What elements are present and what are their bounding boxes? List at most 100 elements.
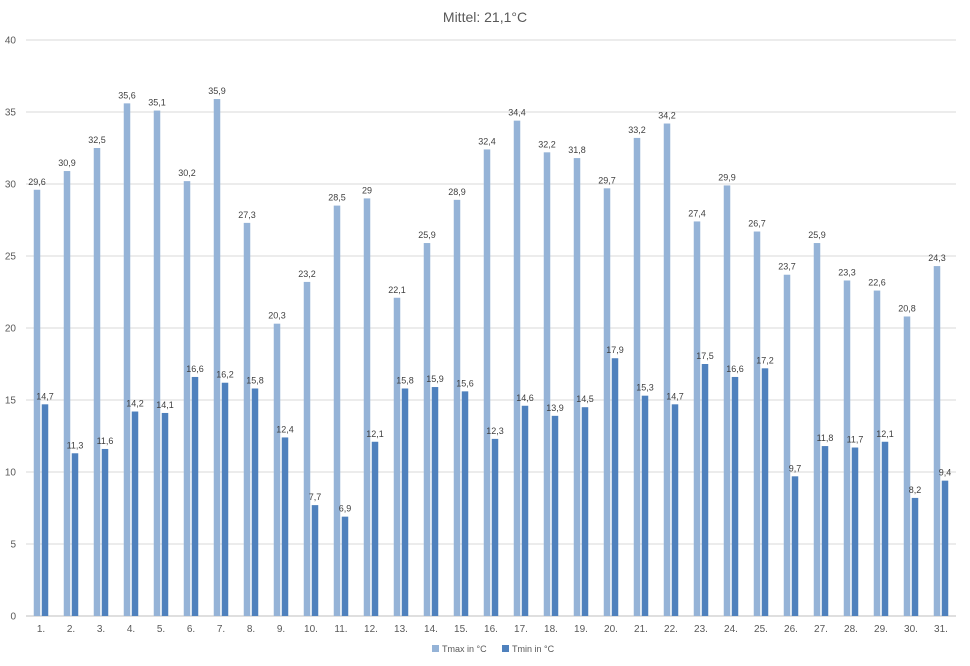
y-tick-label: 30 xyxy=(5,180,17,191)
x-tick-label: 18. xyxy=(544,624,558,635)
data-label-tmax-10: 23,2 xyxy=(298,269,316,279)
data-label-tmax-12: 29 xyxy=(362,185,372,195)
y-tick-label: 10 xyxy=(5,468,17,479)
y-tick-label: 20 xyxy=(5,324,17,335)
bar-tmax-22 xyxy=(663,123,671,617)
bar-tmax-16 xyxy=(483,149,491,616)
y-tick-label: 15 xyxy=(5,396,17,407)
bar-tmin-29 xyxy=(881,441,889,616)
bar-tmin-28 xyxy=(851,447,859,616)
data-label-tmax-23: 27,4 xyxy=(688,208,706,218)
bar-tmax-12 xyxy=(363,198,371,616)
bar-tmin-5 xyxy=(161,412,169,616)
data-label-tmax-24: 29,9 xyxy=(718,172,736,182)
bar-tmax-24 xyxy=(723,185,731,616)
bar-tmax-7 xyxy=(213,99,221,617)
x-tick-label: 22. xyxy=(664,624,678,635)
bar-tmin-24 xyxy=(731,376,739,616)
data-label-tmax-19: 31,8 xyxy=(568,145,586,155)
data-label-tmin-19: 14,5 xyxy=(576,394,594,404)
data-label-tmin-25: 17,2 xyxy=(756,355,774,365)
bar-tmin-4 xyxy=(131,411,139,616)
x-tick-label: 9. xyxy=(277,624,285,635)
bar-tmin-19 xyxy=(581,407,589,616)
data-label-tmin-31: 9,4 xyxy=(939,468,952,478)
bar-tmin-31 xyxy=(941,480,949,616)
data-label-tmax-13: 22,1 xyxy=(388,285,406,295)
bar-tmax-8 xyxy=(243,222,251,616)
data-label-tmax-1: 29,6 xyxy=(28,177,46,187)
data-label-tmin-23: 17,5 xyxy=(696,351,714,361)
data-label-tmin-17: 14,6 xyxy=(516,393,534,403)
x-tick-label: 8. xyxy=(247,624,255,635)
bar-tmax-15 xyxy=(453,199,461,616)
bar-tmin-16 xyxy=(491,438,499,616)
x-tick-label: 7. xyxy=(217,624,225,635)
data-label-tmax-2: 30,9 xyxy=(58,158,76,168)
data-labels: 29,6 14,7 30,9 11,3 32,5 11,6 35,6 14,2 35,1 14,1… xyxy=(28,86,951,514)
x-tick-label: 25. xyxy=(754,624,768,635)
data-label-tmin-8: 15,8 xyxy=(246,375,264,385)
y-axis: 0 5 10 15 20 25 30 35 40 xyxy=(5,36,17,623)
x-tick-label: 16. xyxy=(484,624,498,635)
gridlines xyxy=(26,39,956,617)
bar-tmax-6 xyxy=(183,181,191,616)
x-tick-label: 27. xyxy=(814,624,828,635)
bar-tmax-25 xyxy=(753,231,761,616)
data-label-tmin-26: 9,7 xyxy=(789,463,802,473)
x-tick-label: 14. xyxy=(424,624,438,635)
data-label-tmax-6: 30,2 xyxy=(178,168,196,178)
bar-tmax-19 xyxy=(573,158,581,616)
bar-tmax-30 xyxy=(903,316,911,616)
data-label-tmax-3: 32,5 xyxy=(88,135,106,145)
data-label-tmax-29: 22,6 xyxy=(868,278,886,288)
x-tick-label: 11. xyxy=(334,624,347,635)
data-label-tmin-2: 11,3 xyxy=(67,440,84,450)
data-label-tmax-15: 28,9 xyxy=(448,187,466,197)
x-tick-label: 5. xyxy=(157,624,165,635)
bar-tmax-3 xyxy=(93,148,101,616)
bar-tmax-9 xyxy=(273,323,281,616)
data-label-tmax-4: 35,6 xyxy=(118,90,136,100)
bar-tmin-17 xyxy=(521,405,529,616)
data-label-tmax-17: 34,4 xyxy=(508,108,526,118)
data-label-tmax-11: 28,5 xyxy=(328,193,346,203)
bar-tmax-13 xyxy=(393,297,401,616)
data-label-tmax-14: 25,9 xyxy=(418,230,436,240)
data-label-tmin-30: 8,2 xyxy=(909,485,922,495)
data-label-tmin-29: 12,1 xyxy=(876,429,894,439)
x-tick-label: 13. xyxy=(394,624,408,635)
y-tick-label: 5 xyxy=(10,540,16,551)
data-label-tmax-26: 23,7 xyxy=(778,262,796,272)
data-label-tmax-31: 24,3 xyxy=(928,253,946,263)
bar-tmin-15 xyxy=(461,391,469,616)
data-label-tmin-1: 14,7 xyxy=(36,391,54,401)
x-tick-label: 4. xyxy=(127,624,135,635)
x-tick-label: 24. xyxy=(724,624,738,635)
data-label-tmin-15: 15,6 xyxy=(456,378,474,388)
bar-tmin-11 xyxy=(341,516,349,616)
x-tick-label: 29. xyxy=(874,624,888,635)
bar-tmax-5 xyxy=(153,110,161,616)
bar-tmin-30 xyxy=(911,497,919,616)
bar-tmax-10 xyxy=(303,281,311,616)
bar-tmax-2 xyxy=(63,171,71,617)
data-label-tmin-6: 16,6 xyxy=(186,364,204,374)
y-tick-label: 40 xyxy=(5,36,17,47)
bar-tmin-21 xyxy=(641,395,649,616)
bar-tmax-17 xyxy=(513,120,521,616)
x-tick-label: 20. xyxy=(604,624,618,635)
data-label-tmax-21: 33,2 xyxy=(628,125,646,135)
bar-tmin-9 xyxy=(281,437,289,616)
x-tick-label: 6. xyxy=(187,624,195,635)
x-tick-label: 1. xyxy=(37,624,45,635)
y-tick-label: 35 xyxy=(5,108,17,119)
data-label-tmin-3: 11,6 xyxy=(97,436,114,446)
data-label-tmin-24: 16,6 xyxy=(726,364,744,374)
x-axis: 1. 2. 3. 4. 5. 6. 7. 8. 9. 10. 11. 12. 13. 14. 15. 16. 1… xyxy=(37,624,948,635)
data-label-tmin-7: 16,2 xyxy=(216,370,234,380)
x-tick-label: 28. xyxy=(844,624,858,635)
x-tick-label: 10. xyxy=(304,624,318,635)
chart-title: Mittel: 21,1°C xyxy=(443,9,527,25)
data-label-tmax-25: 26,7 xyxy=(748,219,766,229)
